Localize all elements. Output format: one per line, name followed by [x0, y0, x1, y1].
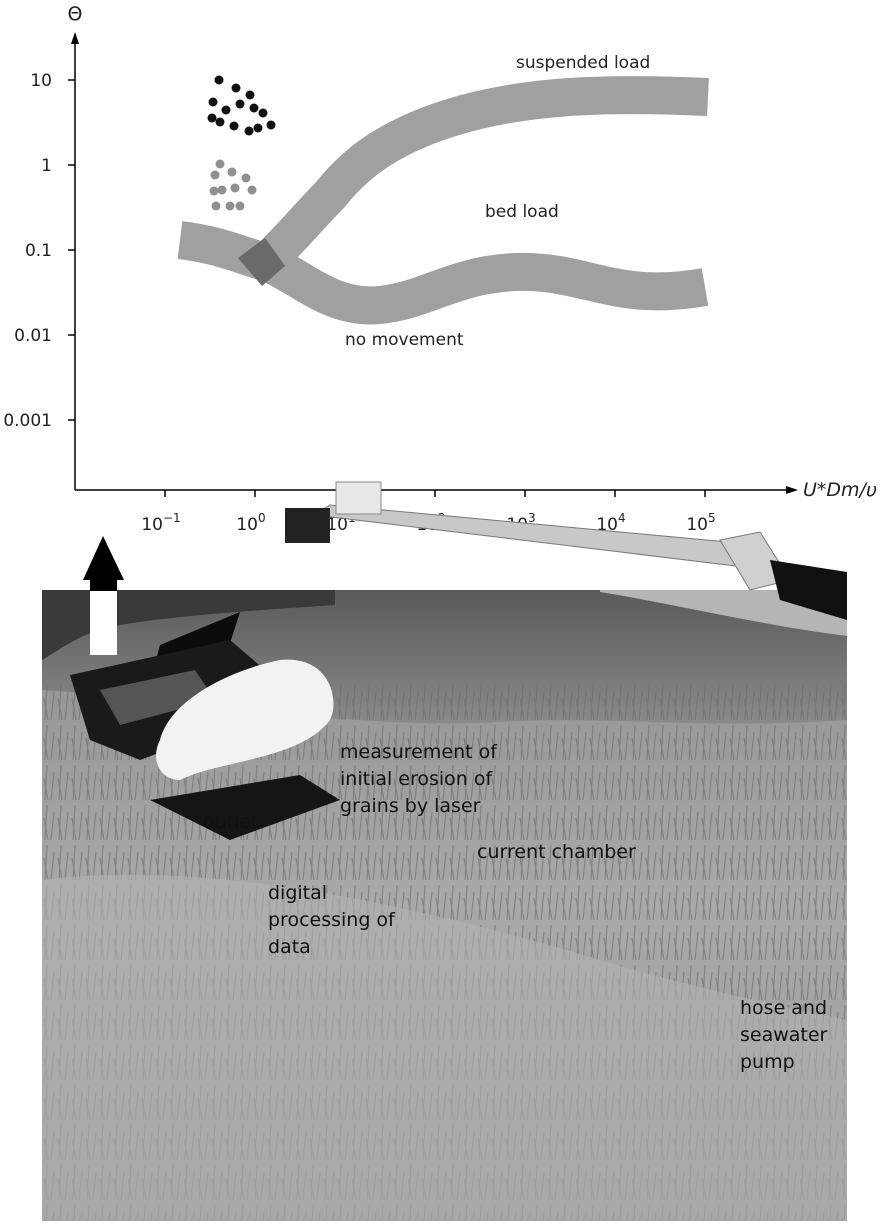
- y-tick-label: 10: [30, 71, 52, 91]
- annotation: hose and: [740, 997, 827, 1019]
- x-arrow: [786, 486, 798, 494]
- outlet-box: [285, 508, 330, 543]
- suspension-band: [246, 76, 709, 282]
- region-label: no movement: [345, 330, 464, 350]
- annotation: grains by laser: [340, 795, 481, 817]
- laser-box: [335, 481, 382, 515]
- region-label: bed load: [485, 202, 559, 222]
- y-axis-label: Θ: [68, 3, 83, 25]
- arrow-shaft: [90, 578, 117, 591]
- x-tick-label: 100: [236, 511, 265, 535]
- bed-grains: [209, 159, 257, 211]
- keyboard: [100, 670, 215, 725]
- region-label: suspended load: [516, 53, 650, 73]
- case: [150, 775, 340, 840]
- y-tick-label: 0.01: [14, 326, 52, 346]
- hose: [770, 560, 847, 620]
- mud-flat: [42, 874, 847, 1221]
- annotation: data: [268, 936, 311, 958]
- annotation: initial erosion of: [340, 768, 494, 790]
- tick-exponent: 3: [528, 511, 536, 525]
- tick-exponent: −1: [163, 511, 181, 525]
- tick-exponent: 0: [258, 511, 266, 525]
- y-tick-label: 0.1: [25, 241, 52, 261]
- overlap-marker: [238, 238, 285, 286]
- field-photo: measurement of initial erosion of grains…: [42, 481, 847, 1221]
- tick-base: 10: [686, 515, 708, 535]
- annotation: pump: [740, 1051, 795, 1073]
- tick-base: 10: [326, 515, 348, 535]
- annotation: seawater: [740, 1024, 828, 1046]
- y-tick-label: 0.001: [3, 411, 52, 431]
- x-axis-label: U*Dm/υ: [803, 479, 877, 501]
- annotation: processing of: [268, 909, 396, 931]
- tick-exponent: 4: [618, 511, 626, 525]
- arrow-head: [83, 536, 124, 580]
- annotation: outlet: [203, 811, 259, 833]
- y-tick-label: 1: [41, 156, 52, 176]
- annotation: digital: [268, 882, 327, 904]
- tick-exponent: 5: [708, 511, 716, 525]
- arrow-shaft-white: [90, 590, 117, 655]
- annotation: current chamber: [477, 841, 636, 863]
- tick-base: 10: [141, 515, 163, 535]
- y-arrow: [71, 32, 79, 44]
- tick-base: 10: [236, 515, 258, 535]
- x-tick-label: 10−1: [141, 511, 180, 535]
- annotation: measurement of: [340, 741, 498, 763]
- link-arrow: [83, 536, 124, 655]
- white-cloth: [156, 659, 334, 780]
- x-tick-label: 105: [686, 511, 715, 535]
- suspended-grains: [207, 75, 276, 136]
